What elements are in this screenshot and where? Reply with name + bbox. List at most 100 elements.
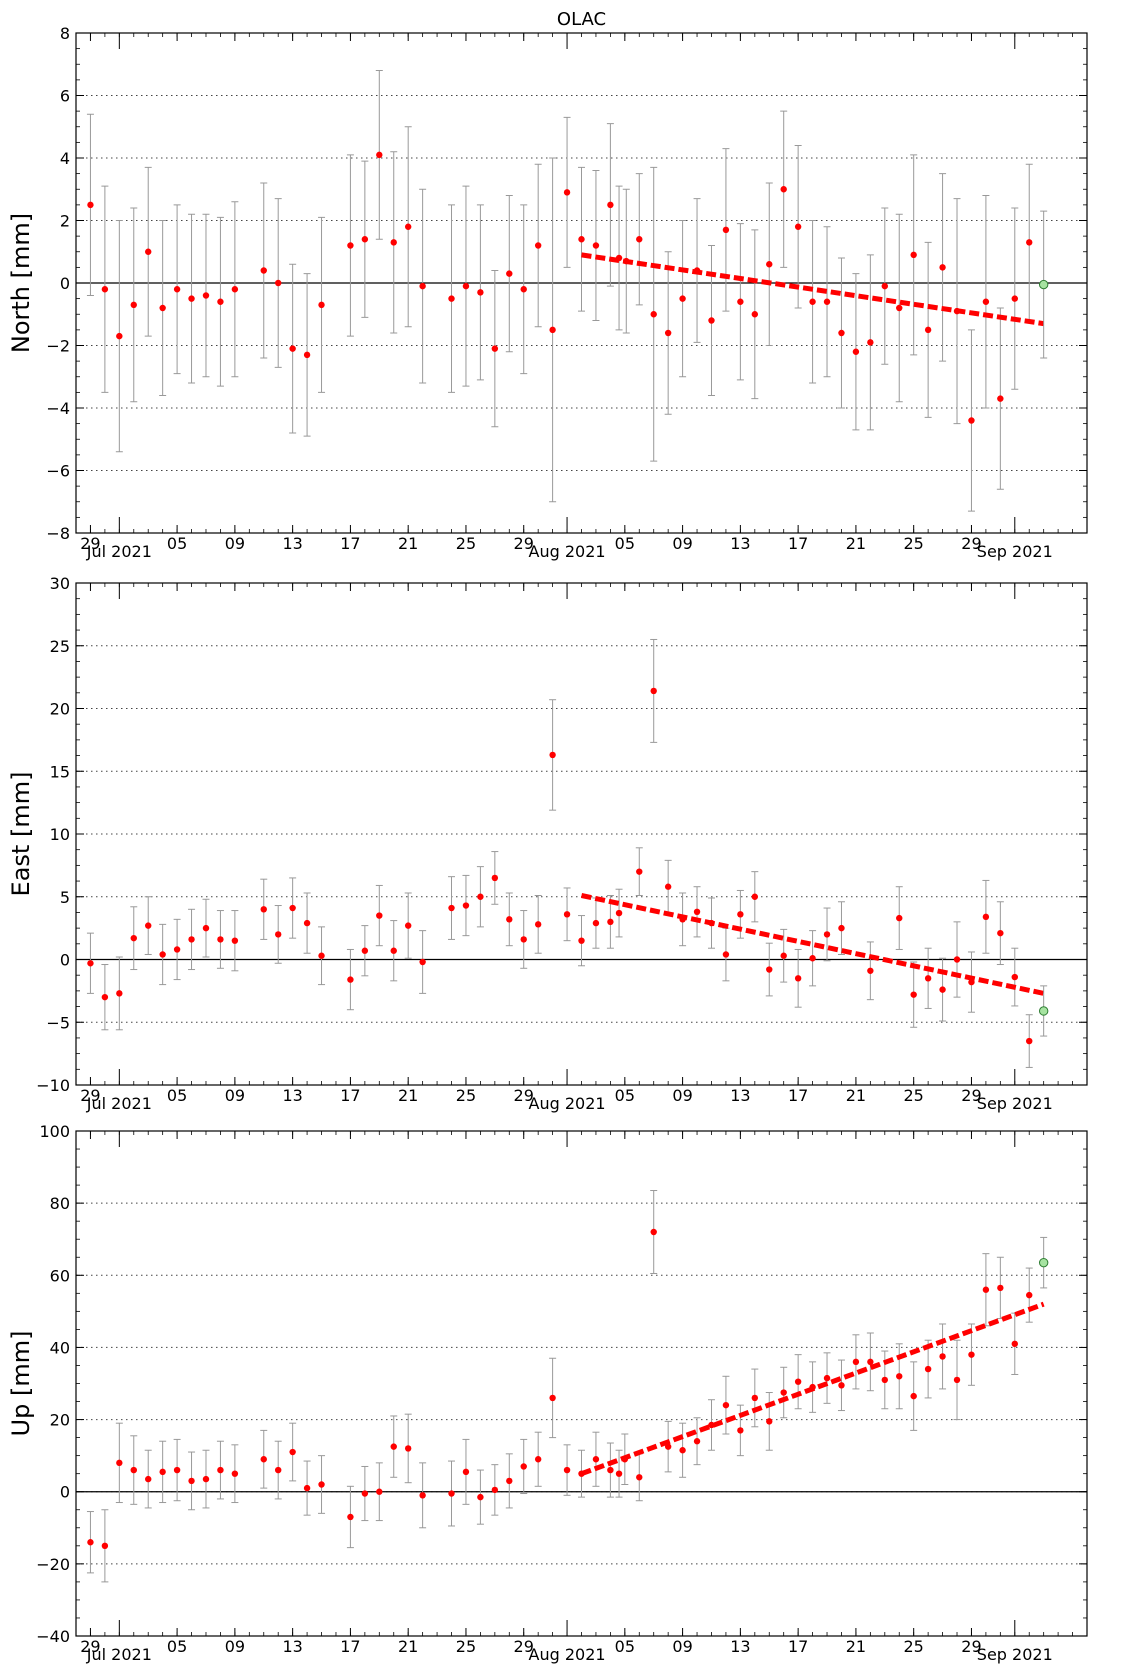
data-point (615, 909, 623, 917)
data-point (477, 1493, 484, 1501)
data-point (231, 286, 239, 293)
data-point (231, 1470, 239, 1477)
data-point (217, 298, 224, 305)
data-point (376, 151, 383, 159)
data-point (303, 919, 311, 927)
y-tick-label: −6 (46, 462, 70, 481)
data-point (592, 1456, 600, 1463)
data-point (188, 1477, 195, 1485)
data-point (520, 286, 527, 293)
x-tick-label: 17 (788, 534, 808, 553)
data-point (693, 1438, 701, 1445)
plot-frame (75, 1130, 1088, 1637)
x-tick-label: 05 (615, 1637, 635, 1656)
x-tick-label: 05 (167, 1637, 187, 1656)
data-point (87, 960, 94, 967)
y-tick-label: 0 (60, 274, 70, 293)
data-point (101, 993, 109, 1001)
data-point (852, 348, 860, 355)
x-tick-label: 25 (904, 1086, 924, 1105)
y-tick-label: 8 (60, 24, 70, 43)
data-point (953, 1376, 961, 1384)
data-point (448, 1490, 455, 1497)
x-tick-label: 09 (672, 534, 692, 553)
data-point (231, 937, 239, 944)
data-point (130, 301, 137, 309)
data-point (275, 931, 282, 938)
x-tick-label: 29 (961, 534, 981, 553)
data-point (896, 304, 903, 312)
y-tick-label: 0 (60, 951, 70, 970)
data-point (708, 317, 715, 324)
data-point (173, 946, 181, 953)
data-point (896, 1373, 903, 1380)
data-point (145, 1475, 152, 1483)
data-point (780, 186, 787, 193)
data-point (737, 1427, 744, 1434)
data-point (491, 1486, 499, 1494)
data-point (477, 289, 484, 296)
data-point (823, 931, 831, 938)
data-point (997, 929, 1004, 937)
data-point (173, 1466, 181, 1474)
y-axis-label: East [mm] (7, 772, 35, 897)
data-point (217, 936, 224, 943)
data-point (809, 298, 816, 305)
x-tick-label: 25 (456, 534, 476, 553)
data-point (202, 924, 210, 932)
data-point (607, 201, 614, 209)
data-point (390, 1443, 397, 1450)
data-point (794, 975, 802, 982)
data-point (275, 279, 282, 287)
data-point (722, 226, 730, 234)
data-point (506, 916, 513, 923)
data-point (881, 1376, 888, 1384)
y-tick-label: −2 (46, 337, 70, 356)
data-point (722, 951, 730, 958)
data-point (910, 251, 917, 259)
data-point (838, 1382, 845, 1389)
y-tick-label: 30 (50, 574, 70, 593)
data-point (491, 345, 499, 352)
data-point (404, 223, 412, 230)
data-point (188, 936, 195, 943)
x-tick-label: 29 (80, 1086, 100, 1105)
data-point (361, 1490, 369, 1497)
trend-line (581, 252, 1045, 327)
x-tick-label: 09 (672, 1086, 692, 1105)
x-tick-label: 25 (904, 1637, 924, 1656)
data-point (1011, 1340, 1018, 1348)
data-point (549, 1394, 556, 1402)
data-point (852, 1358, 860, 1366)
data-point (289, 1448, 296, 1456)
data-point (1011, 973, 1018, 981)
data-point (549, 751, 556, 759)
data-point (101, 1542, 109, 1550)
x-tick-label: 29 (514, 534, 534, 553)
data-point (347, 1513, 354, 1521)
data-point (462, 1468, 470, 1476)
data-point (664, 329, 672, 337)
data-point (722, 1401, 730, 1409)
y-tick-label: 0 (60, 1483, 70, 1502)
x-tick-label: 29 (514, 1637, 534, 1656)
x-tick-label: 29 (961, 1637, 981, 1656)
data-point (318, 1481, 325, 1488)
data-point (491, 874, 499, 882)
x-tick-label: Aug 2021 (529, 1094, 606, 1113)
data-point (794, 223, 802, 230)
data-point (549, 326, 556, 334)
y-tick-label: −40 (36, 1627, 70, 1646)
x-tick-label: 17 (340, 1086, 360, 1105)
y-tick-label: 20 (50, 700, 70, 719)
x-tick-label: Jul 2021 (86, 1094, 152, 1113)
y-tick-label: 20 (50, 1411, 70, 1430)
y-tick-label: −10 (36, 1076, 70, 1095)
data-point (462, 902, 470, 909)
data-point (116, 1459, 123, 1467)
plot-frame (75, 32, 1088, 534)
y-tick-label: 15 (50, 762, 70, 781)
x-tick-label: 13 (730, 534, 750, 553)
y-tick-label: 2 (60, 212, 70, 231)
